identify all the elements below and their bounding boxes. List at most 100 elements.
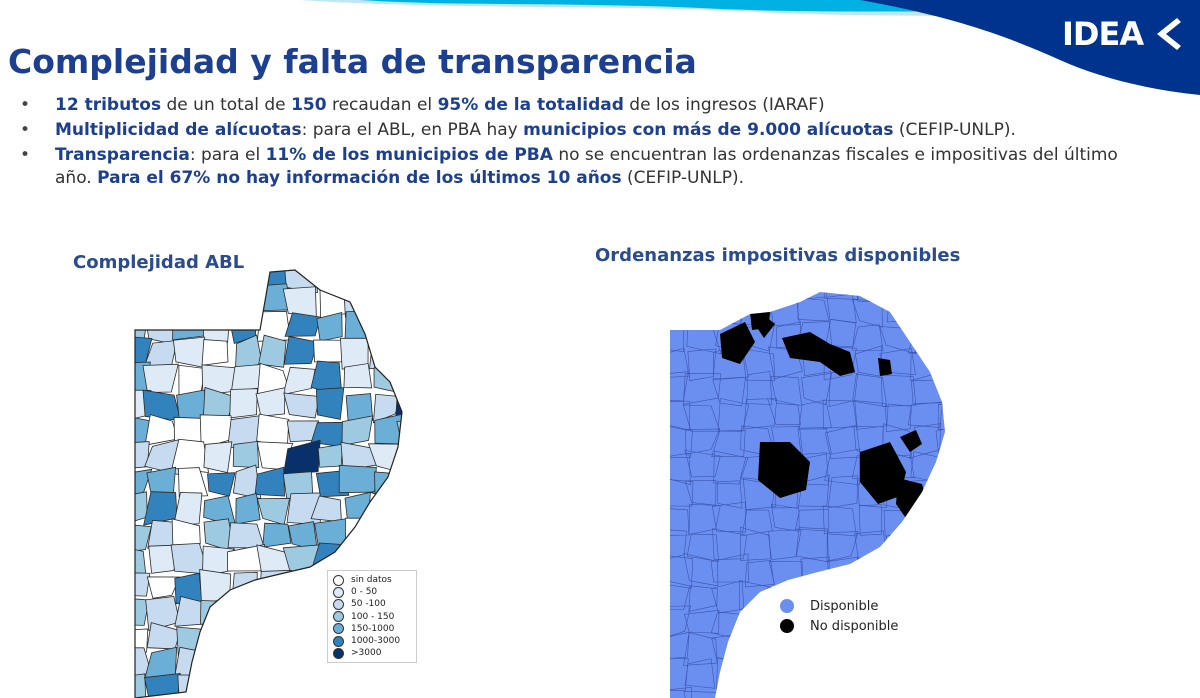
municipality-area	[398, 309, 402, 343]
municipality-outline	[908, 292, 941, 302]
municipality-area	[338, 674, 374, 698]
legend-label: No disponible	[810, 618, 899, 634]
bullet-text: : para el	[189, 145, 266, 165]
municipality-area	[396, 673, 402, 698]
municipality-outline	[717, 480, 743, 509]
municipality-outline	[711, 292, 746, 299]
municipality-outline	[688, 585, 718, 612]
municipality-outline	[965, 528, 980, 561]
municipality-outline	[684, 450, 721, 478]
municipality-outline	[907, 401, 944, 428]
municipality-outline	[854, 345, 882, 377]
municipality-area	[173, 492, 203, 526]
municipality-outline	[670, 399, 691, 432]
municipality-area	[231, 364, 262, 392]
municipality-area	[315, 387, 345, 420]
legend-item: No disponible	[780, 616, 898, 636]
municipality-area	[227, 522, 265, 549]
legend-item: 100 - 150	[333, 611, 411, 623]
municipality-area	[262, 522, 292, 548]
municipality-outline	[963, 453, 980, 477]
municipality-area	[367, 289, 401, 317]
municipality-outline	[823, 346, 857, 381]
municipality-outline	[670, 631, 690, 660]
municipality-outline	[852, 631, 888, 668]
municipality-outline	[712, 376, 746, 407]
municipality-outline	[964, 274, 980, 301]
municipality-outline	[912, 528, 940, 560]
municipality-outline	[968, 687, 980, 698]
municipality-area	[135, 285, 153, 317]
municipality-area	[369, 270, 402, 293]
municipality-area	[395, 387, 402, 423]
municipality-area	[135, 546, 147, 578]
municipality-area	[235, 492, 261, 525]
municipality-outline	[857, 557, 888, 589]
municipality-outline	[743, 657, 777, 689]
municipality-area	[201, 339, 229, 366]
municipality-outline	[686, 533, 719, 562]
municipality-area	[256, 497, 291, 526]
municipality-outline	[908, 553, 945, 589]
bullet-text: recaudan el	[326, 95, 438, 115]
municipality-outline	[717, 398, 750, 432]
municipality-outline	[670, 296, 694, 326]
legend-swatch	[333, 635, 344, 647]
municipality-outline	[967, 349, 980, 379]
municipality-outline	[852, 373, 888, 408]
municipality-area	[171, 518, 201, 552]
municipality-outline	[880, 659, 914, 690]
municipality-outline	[797, 297, 830, 322]
municipality-area	[172, 336, 206, 369]
municipality-unavailable	[720, 322, 755, 364]
legend-label: sin datos	[351, 575, 392, 586]
legend-label: 1000-3000	[351, 636, 401, 647]
municipality-outline	[802, 660, 825, 690]
municipality-outline	[743, 398, 778, 430]
bullet-list: • 12 tributos de un total de 150 recaudan…	[20, 94, 1140, 192]
municipality-outline	[670, 658, 689, 691]
municipality-area	[371, 312, 402, 343]
municipality-outline	[740, 634, 773, 662]
municipality-area	[338, 464, 377, 494]
municipality-outline	[796, 474, 830, 507]
municipality-unavailable	[900, 430, 922, 452]
municipality-area	[286, 570, 322, 601]
municipality-area	[282, 286, 317, 319]
municipality-outline	[937, 404, 945, 430]
legend-label: 150-1000	[351, 623, 395, 634]
municipality-outline	[824, 448, 861, 486]
municipality-area	[396, 491, 402, 527]
municipality-outline	[826, 531, 859, 562]
municipality-outline	[964, 556, 980, 589]
municipality-area	[255, 625, 292, 656]
municipality-outline	[771, 688, 802, 698]
municipality-outline	[940, 611, 945, 642]
municipality-area	[400, 465, 402, 497]
municipality-outline	[935, 423, 945, 456]
bullet-item: • Multiplicidad de alícuotas: para el ABL…	[20, 119, 1140, 142]
municipality-outline	[914, 508, 945, 535]
legend-item: Disponible	[780, 596, 898, 616]
municipality-unavailable	[878, 358, 892, 376]
municipality-outline	[881, 374, 917, 407]
municipality-outline	[967, 428, 980, 456]
bullet-dot: •	[20, 145, 31, 165]
municipality-area	[283, 675, 316, 698]
bullet-text: de un total de	[161, 95, 292, 115]
municipality-outline	[683, 552, 719, 587]
municipality-area	[284, 653, 316, 679]
municipality-area	[142, 284, 180, 315]
municipality-area	[255, 387, 286, 417]
municipality-area	[368, 491, 401, 519]
municipality-outline	[739, 685, 777, 698]
municipality-outline	[851, 324, 884, 352]
municipality-area	[341, 415, 374, 446]
municipality-area	[145, 270, 179, 286]
municipality-outline	[965, 585, 980, 615]
municipality-outline	[713, 450, 749, 485]
municipality-outline	[710, 553, 749, 583]
chevron-left-icon	[1157, 18, 1182, 50]
municipality-outline	[968, 664, 980, 689]
municipality-area	[284, 595, 318, 629]
